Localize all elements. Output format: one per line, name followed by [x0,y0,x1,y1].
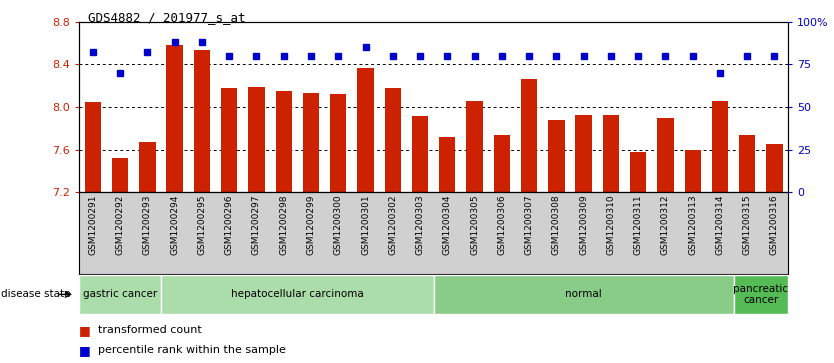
Text: GSM1200315: GSM1200315 [743,195,751,256]
Text: transformed count: transformed count [98,325,201,335]
Bar [734,275,788,314]
Bar [303,93,319,192]
Bar [766,144,782,192]
Bar [85,102,101,192]
Text: GSM1200296: GSM1200296 [224,195,234,255]
Text: GSM1200309: GSM1200309 [579,195,588,256]
Bar [357,68,374,192]
Text: GSM1200312: GSM1200312 [661,195,670,255]
Bar [548,120,565,192]
Text: GSM1200310: GSM1200310 [606,195,615,256]
Text: GSM1200307: GSM1200307 [525,195,534,256]
Text: GSM1200308: GSM1200308 [552,195,561,256]
Bar [521,79,537,192]
Text: GSM1200314: GSM1200314 [716,195,725,255]
Text: GSM1200303: GSM1200303 [415,195,425,256]
Bar [330,94,346,192]
Text: GSM1200292: GSM1200292 [116,195,124,255]
Bar [79,275,161,314]
Text: ■: ■ [79,344,91,357]
Bar [275,91,292,192]
Bar [575,115,592,192]
Text: GSM1200291: GSM1200291 [88,195,98,255]
Text: GSM1200311: GSM1200311 [634,195,643,256]
Text: GSM1200295: GSM1200295 [198,195,207,255]
Bar [112,158,128,192]
Text: GSM1200297: GSM1200297 [252,195,261,255]
Bar [739,135,756,192]
Bar [221,88,238,192]
Bar [249,87,264,192]
Bar [384,88,401,192]
Bar [193,49,210,192]
Text: hepatocellular carcinoma: hepatocellular carcinoma [231,289,364,299]
Text: GSM1200294: GSM1200294 [170,195,179,255]
Bar [139,142,156,192]
Text: GSM1200306: GSM1200306 [497,195,506,256]
Text: GSM1200302: GSM1200302 [389,195,397,255]
Text: normal: normal [565,289,602,299]
Text: GSM1200298: GSM1200298 [279,195,289,255]
Text: GSM1200316: GSM1200316 [770,195,779,256]
Bar [434,275,734,314]
Bar [466,101,483,192]
Text: GSM1200305: GSM1200305 [470,195,479,256]
Text: GDS4882 / 201977_s_at: GDS4882 / 201977_s_at [88,11,245,24]
Bar [711,101,728,192]
Text: pancreatic
cancer: pancreatic cancer [733,284,788,305]
Text: ■: ■ [79,324,91,337]
Text: GSM1200304: GSM1200304 [443,195,452,255]
Text: percentile rank within the sample: percentile rank within the sample [98,345,285,355]
Bar [494,135,510,192]
Bar [685,150,701,192]
Bar [657,118,674,192]
Text: GSM1200300: GSM1200300 [334,195,343,256]
Text: GSM1200293: GSM1200293 [143,195,152,255]
Bar [412,116,428,192]
Bar [167,45,183,192]
Text: GSM1200301: GSM1200301 [361,195,370,256]
Text: GSM1200313: GSM1200313 [688,195,697,256]
Text: disease state: disease state [1,289,70,299]
Text: GSM1200299: GSM1200299 [306,195,315,255]
Bar [603,115,619,192]
Bar [440,137,455,192]
Text: gastric cancer: gastric cancer [83,289,158,299]
Bar [630,152,646,192]
Bar [161,275,434,314]
